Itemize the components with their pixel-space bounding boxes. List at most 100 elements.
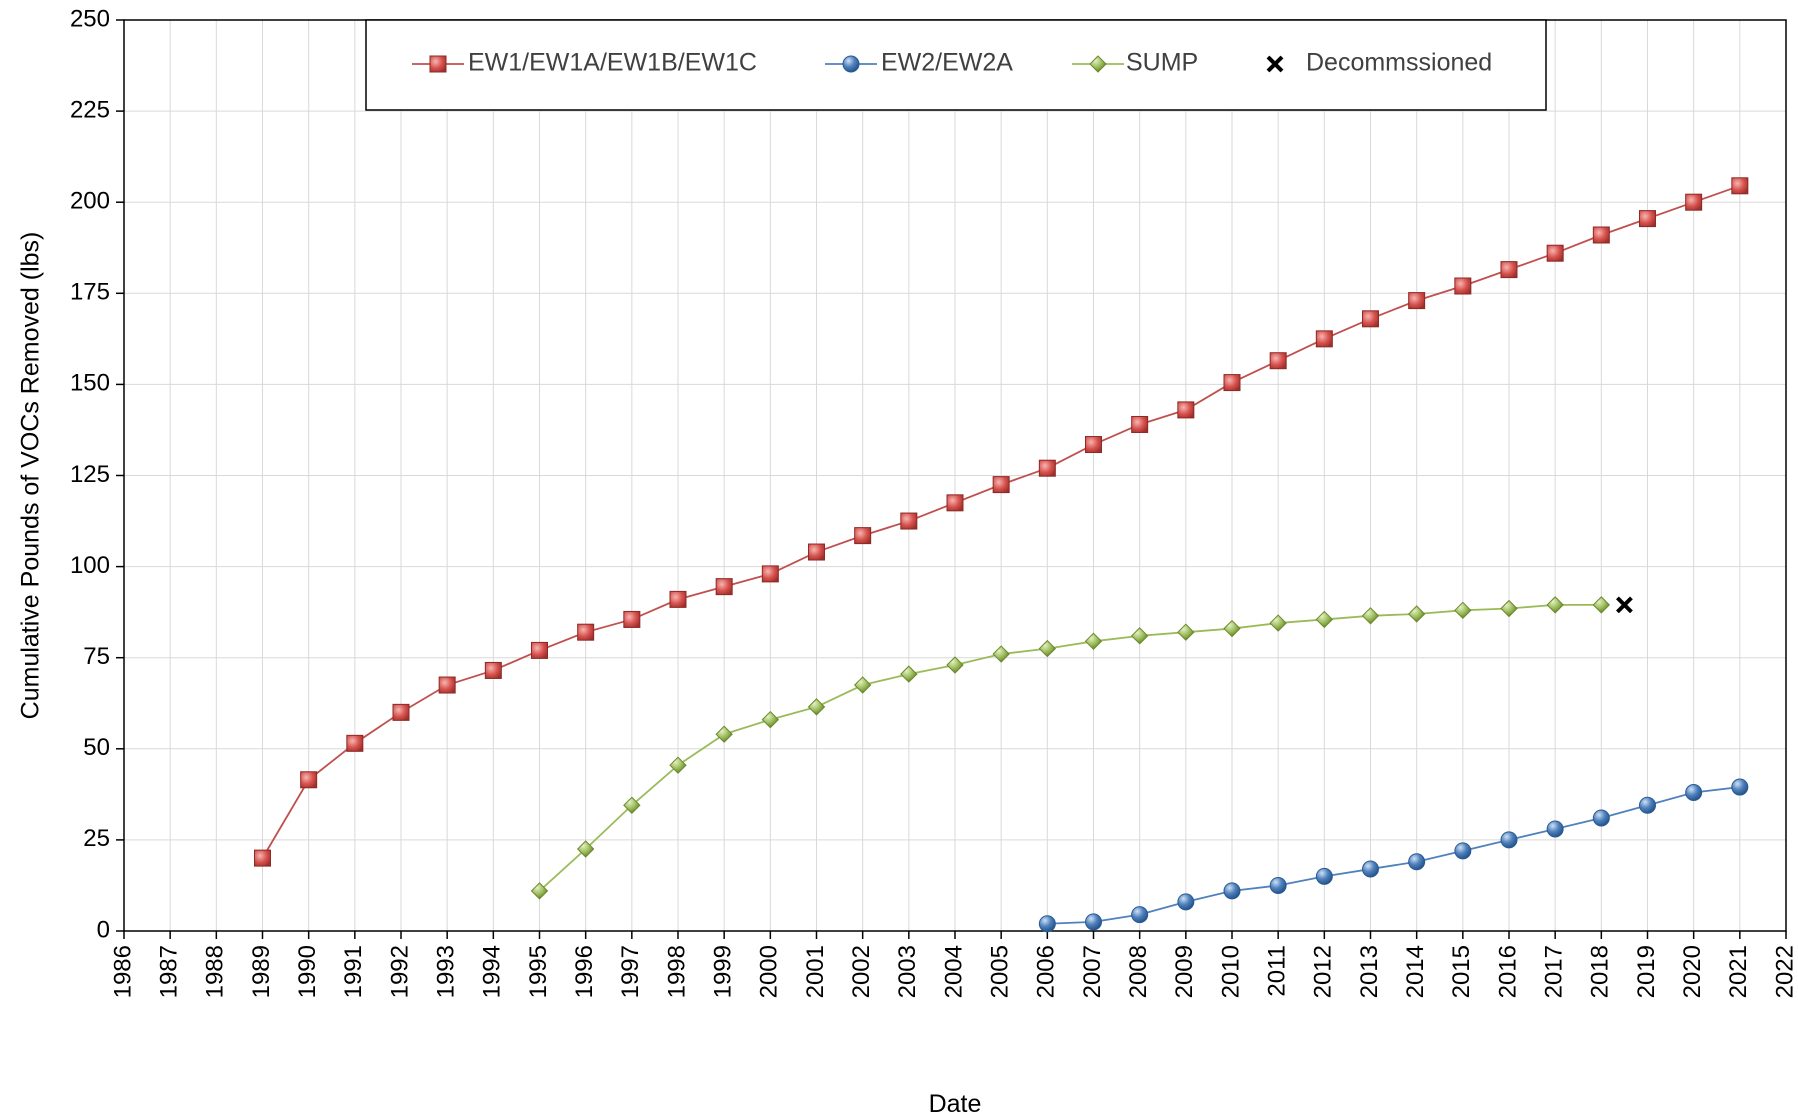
x-tick-label: 2006 (1033, 945, 1060, 998)
data-point (1269, 876, 1287, 894)
x-tick-label: 2021 (1725, 945, 1752, 998)
data-point (623, 796, 641, 814)
data-point (715, 725, 733, 743)
data-point (1269, 614, 1287, 632)
data-point (1546, 244, 1564, 262)
x-tick-label: 2010 (1217, 945, 1244, 998)
x-tick-label: 2017 (1541, 945, 1568, 998)
x-tick-label: 2005 (987, 945, 1014, 998)
x-tick-label: 2000 (756, 945, 783, 998)
x-tick-label: 2004 (940, 945, 967, 998)
data-point (1038, 639, 1057, 658)
data-point (1546, 596, 1564, 614)
data-point (761, 565, 779, 583)
data-point (1685, 193, 1703, 211)
y-tick-label: 25 (83, 825, 110, 852)
data-point (1130, 627, 1149, 645)
x-tick-label: 2016 (1494, 945, 1521, 998)
data-point (669, 756, 687, 774)
series-4 (1616, 596, 1633, 614)
data-point (1266, 55, 1284, 73)
data-point (669, 590, 687, 608)
data-point (842, 55, 860, 73)
data-point (1685, 784, 1703, 802)
data-point (900, 665, 918, 683)
x-tick-label: 2013 (1356, 945, 1383, 998)
data-point (1616, 596, 1633, 614)
data-point (1131, 906, 1149, 924)
x-tick-label: 1997 (617, 945, 644, 998)
data-point (1177, 893, 1195, 911)
data-point (1315, 610, 1334, 629)
data-point (530, 882, 549, 900)
axes (116, 19, 1787, 939)
y-tick-label: 100 (70, 552, 110, 579)
x-tick-label: 1993 (433, 945, 460, 998)
series-layer (254, 177, 1749, 933)
data-point (576, 840, 595, 858)
data-point (254, 849, 271, 867)
data-point (1500, 831, 1518, 849)
data-point (1269, 352, 1287, 370)
series-line (1047, 786, 1740, 925)
x-tick-label: 1989 (248, 945, 275, 998)
x-axis-label: Date (929, 1090, 982, 1115)
data-point (1500, 261, 1518, 279)
data-point (900, 512, 918, 530)
x-tick-label: 1995 (525, 945, 552, 998)
data-point (1407, 605, 1426, 623)
legend-box (365, 19, 1547, 111)
x-tick-label: 1991 (340, 945, 367, 998)
series-2 (1038, 778, 1749, 933)
x-tick-label: 2012 (1310, 945, 1337, 998)
data-point (1454, 601, 1472, 620)
x-tick-label: 2001 (802, 945, 829, 998)
legend-item-4: Decommssioned (1266, 49, 1492, 77)
y-tick-label: 225 (70, 96, 110, 123)
data-point (1131, 415, 1149, 433)
x-tick-label: 1987 (156, 945, 183, 998)
data-point (438, 676, 456, 694)
data-point (853, 676, 872, 694)
data-point (1223, 882, 1241, 900)
data-point (1639, 210, 1656, 228)
data-point (1177, 623, 1195, 641)
legend-item-1: EW1/EW1A/EW1B/EW1C (412, 49, 757, 77)
series-line (538, 603, 1602, 892)
data-point (808, 543, 825, 561)
x-mark-stroke (1266, 55, 1284, 73)
data-point (854, 527, 872, 545)
y-tick-labels: 0 25 50 75 100 125 150 175 200 225 250 (70, 5, 110, 943)
x-tick-label: 2008 (1125, 945, 1152, 998)
y-tick-label: 75 (83, 643, 110, 670)
x-tick-label: 1994 (479, 945, 506, 998)
data-point (1500, 599, 1518, 618)
data-point (1038, 915, 1056, 933)
legend-label: EW2/EW2A (881, 49, 1013, 77)
y-tick-label: 0 (97, 916, 110, 943)
data-point (484, 661, 502, 679)
data-point (1362, 860, 1379, 878)
y-tick-label: 50 (83, 734, 110, 761)
data-point (1592, 226, 1610, 244)
x-tick-label: 2011 (1264, 945, 1291, 997)
data-point (1408, 853, 1426, 871)
data-point (1084, 632, 1103, 651)
grid (123, 19, 1787, 932)
data-point (946, 494, 964, 512)
series-3 (530, 596, 1611, 900)
x-mark-stroke (1616, 596, 1633, 614)
x-tick-label: 2015 (1448, 945, 1475, 998)
x-tick-label: 2018 (1587, 945, 1614, 998)
x-tick-label: 2003 (894, 945, 921, 998)
data-point (392, 703, 410, 721)
data-point (1592, 809, 1610, 827)
y-tick-label: 150 (70, 370, 110, 397)
y-tick-label: 125 (70, 461, 110, 488)
data-point (623, 610, 641, 628)
x-tick-label: 2019 (1633, 945, 1660, 998)
legend-label: Decommssioned (1306, 49, 1492, 77)
data-point (577, 623, 595, 641)
data-point (300, 771, 318, 789)
